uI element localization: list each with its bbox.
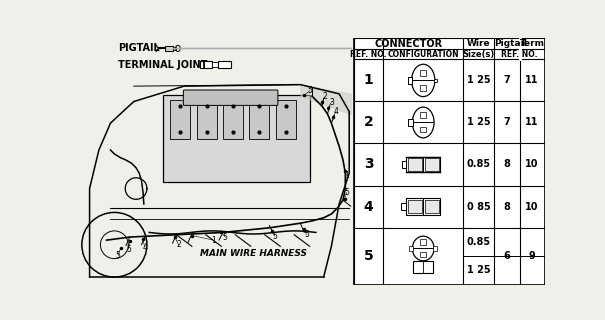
Bar (223, 100, 243, 139)
Text: 3: 3 (364, 157, 373, 172)
Text: REF. NO.: REF. NO. (501, 50, 538, 59)
Bar (249, 100, 269, 139)
Text: 6: 6 (503, 251, 510, 261)
Text: Wire: Wire (467, 39, 491, 48)
Bar (425, 200, 439, 213)
Text: 4: 4 (333, 107, 338, 116)
Text: 11: 11 (525, 76, 539, 85)
Bar (275, 100, 296, 139)
Text: 5: 5 (307, 86, 312, 95)
Bar (420, 85, 427, 91)
Text: REF. NO.: REF. NO. (350, 50, 387, 59)
Text: 3: 3 (329, 98, 334, 107)
Text: 9: 9 (529, 251, 535, 261)
Text: 10: 10 (525, 202, 539, 212)
Text: 8: 8 (503, 202, 511, 212)
Bar (218, 61, 231, 68)
Text: MAIN WIRE HARNESS: MAIN WIRE HARNESS (200, 250, 307, 259)
Bar (200, 61, 212, 68)
Text: 8: 8 (503, 159, 511, 170)
Bar (170, 100, 191, 139)
Bar (409, 246, 413, 251)
Bar (406, 157, 440, 172)
Text: 1 25: 1 25 (467, 266, 491, 276)
Bar (197, 100, 217, 139)
Text: 2: 2 (364, 116, 373, 130)
Bar (420, 252, 427, 257)
Bar (408, 158, 422, 171)
Bar (354, 38, 544, 285)
Text: 11: 11 (525, 117, 539, 127)
Text: 5: 5 (116, 251, 120, 260)
Bar (420, 70, 427, 76)
Bar (425, 158, 439, 171)
Text: TERMINAL JOINT: TERMINAL JOINT (118, 60, 208, 69)
Bar (212, 62, 218, 67)
Text: 5: 5 (304, 230, 309, 239)
Bar (413, 261, 433, 273)
Text: 2: 2 (176, 240, 181, 249)
Bar (433, 246, 437, 251)
Bar (420, 239, 427, 244)
Bar (354, 38, 544, 285)
Bar (165, 46, 172, 51)
Text: 7: 7 (503, 76, 510, 85)
Bar (402, 161, 406, 168)
Bar (420, 112, 427, 118)
Text: 5: 5 (344, 188, 349, 197)
Text: 1: 1 (211, 236, 216, 245)
Bar (172, 47, 175, 50)
Text: 0 85: 0 85 (466, 202, 491, 212)
Text: 4: 4 (142, 243, 147, 252)
Text: Size(s): Size(s) (462, 50, 495, 59)
Bar (408, 119, 413, 125)
Text: 0.85: 0.85 (466, 159, 491, 170)
Bar (434, 78, 437, 82)
Text: 10: 10 (525, 159, 539, 170)
Text: 1: 1 (344, 171, 349, 180)
Text: Term: Term (520, 39, 544, 48)
Text: 5: 5 (364, 249, 373, 263)
Bar (406, 198, 440, 215)
Text: CONFIGURATION: CONFIGURATION (387, 50, 459, 59)
Text: 1 25: 1 25 (467, 117, 491, 127)
Text: 5: 5 (126, 245, 131, 254)
Bar (408, 200, 422, 213)
Text: 1 25: 1 25 (467, 76, 491, 85)
Text: 0.85: 0.85 (466, 237, 491, 247)
Text: 5: 5 (223, 233, 227, 242)
Bar (420, 127, 427, 132)
Bar (408, 77, 413, 84)
Text: 4: 4 (364, 200, 373, 213)
Text: CONNECTOR: CONNECTOR (374, 39, 442, 49)
Text: 5: 5 (272, 232, 277, 241)
Text: 7: 7 (503, 117, 510, 127)
Text: 2: 2 (323, 92, 327, 101)
Text: PIGTAIL: PIGTAIL (118, 44, 160, 53)
Bar (401, 203, 406, 210)
Text: 1: 1 (364, 73, 373, 87)
FancyBboxPatch shape (163, 95, 310, 182)
Text: Pigtail: Pigtail (494, 39, 527, 48)
FancyBboxPatch shape (183, 90, 278, 105)
